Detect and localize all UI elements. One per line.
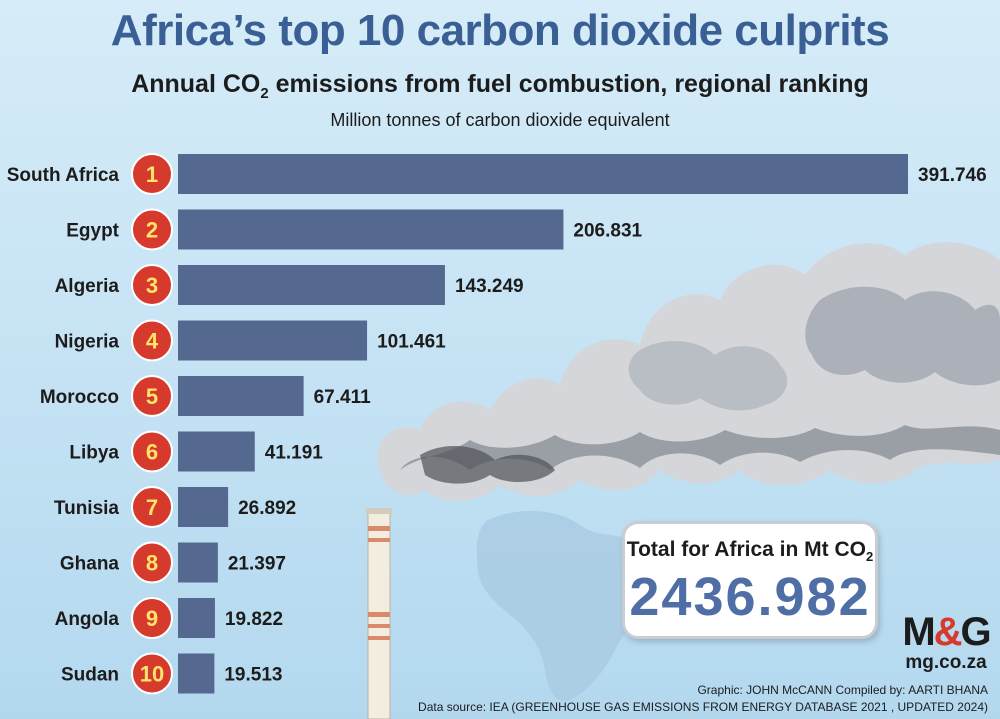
category-label: Algeria	[55, 276, 120, 297]
bar-row: Angola 9 19.822	[55, 597, 283, 639]
bar-row: Morocco 5 67.411	[40, 375, 371, 417]
value-label: 391.746	[918, 165, 987, 186]
total-label: Total for Africa in Mt CO2	[625, 538, 875, 564]
rank-number: 1	[146, 162, 158, 187]
bar	[178, 376, 304, 416]
category-label: South Africa	[7, 165, 120, 186]
rank-number: 10	[140, 662, 164, 687]
logo-g: G	[960, 610, 992, 654]
bar-row: Tunisia 7 26.892	[54, 486, 296, 528]
chart-subtitle: Annual CO2 emissions from fuel combustio…	[0, 70, 1000, 102]
total-box: Total for Africa in Mt CO2 2436.982	[622, 521, 878, 639]
logo-mark: M&G	[896, 612, 996, 652]
subtitle-post: emissions from fuel combustion, regional…	[268, 70, 869, 98]
category-label: Angola	[55, 609, 120, 630]
category-label: Tunisia	[54, 498, 120, 519]
total-label-subscript: 2	[865, 549, 874, 565]
value-label: 21.397	[228, 554, 286, 575]
value-label: 101.461	[377, 332, 446, 353]
rank-badge	[131, 430, 173, 473]
rank-number: 9	[146, 606, 158, 631]
bar-row: Algeria 3 143.249	[55, 264, 524, 306]
rank-number: 6	[146, 440, 158, 465]
mg-logo: M&G mg.co.za	[896, 612, 996, 674]
rank-badge	[131, 652, 173, 695]
rank-badge	[131, 264, 173, 306]
smoke-clouds	[377, 242, 1000, 501]
bar	[178, 487, 229, 527]
category-label: Libya	[69, 443, 119, 464]
units-label: Million tonnes of carbon dioxide equival…	[330, 110, 670, 130]
credits: Graphic: JOHN McCANN Compiled by: AARTI …	[418, 682, 988, 716]
bar	[178, 209, 564, 250]
bar-row: Egypt 2 206.831	[66, 208, 643, 251]
bar	[178, 154, 908, 194]
value-label: 206.831	[573, 221, 642, 242]
credits-graphic: Graphic: JOHN McCANN Compiled by: AARTI …	[697, 683, 988, 697]
bar	[178, 431, 255, 472]
rank-number: 4	[146, 329, 159, 354]
bar-row: Sudan 10 19.513	[61, 652, 282, 695]
value-label: 19.822	[225, 609, 283, 630]
value-label: 26.892	[238, 498, 296, 519]
rank-number: 8	[146, 551, 158, 576]
rank-number: 2	[146, 218, 158, 243]
rank-number: 3	[146, 273, 158, 298]
subtitle-subscript: 2	[260, 85, 269, 102]
africa-map-silhouette	[476, 510, 659, 701]
bar	[178, 265, 445, 305]
rank-badge	[131, 541, 173, 584]
logo-m: M	[902, 610, 935, 654]
total-label-pre: Total for Africa in Mt CO	[626, 538, 866, 561]
credits-source: Data source: IEA (GREENHOUSE GAS EMISSIO…	[418, 700, 988, 714]
bar	[178, 598, 215, 638]
subtitle-pre: Annual CO	[131, 70, 261, 98]
bar-row: Nigeria 4 101.461	[55, 319, 446, 362]
bar-row: Libya 6 41.191	[69, 430, 324, 473]
category-label: Egypt	[66, 221, 119, 242]
category-label: Sudan	[61, 665, 119, 686]
logo-amp: &	[933, 610, 963, 654]
bar	[178, 320, 368, 361]
value-label: 41.191	[265, 443, 324, 464]
bar-row: South Africa 1 391.746	[7, 153, 987, 195]
category-label: Morocco	[40, 387, 119, 408]
rank-badge	[131, 319, 173, 362]
rank-badge	[131, 208, 173, 251]
bar	[178, 653, 215, 694]
category-label: Nigeria	[55, 332, 120, 353]
chart-title: Africa’s top 10 carbon dioxide culprits	[110, 6, 890, 55]
logo-url: mg.co.za	[905, 652, 987, 673]
bar-row: Ghana 8 21.397	[60, 541, 286, 584]
category-label: Ghana	[60, 554, 120, 575]
rank-badge	[131, 153, 173, 195]
rank-badge	[131, 486, 173, 528]
value-label: 19.513	[224, 665, 282, 686]
rank-badge	[131, 375, 173, 417]
total-value: 2436.982	[629, 567, 871, 628]
value-label: 143.249	[455, 276, 524, 297]
rank-number: 7	[146, 495, 158, 520]
smoke-stack	[366, 508, 392, 719]
bar	[178, 542, 218, 583]
rank-number: 5	[146, 384, 158, 409]
rank-badge	[131, 597, 173, 639]
value-label: 67.411	[314, 387, 371, 408]
